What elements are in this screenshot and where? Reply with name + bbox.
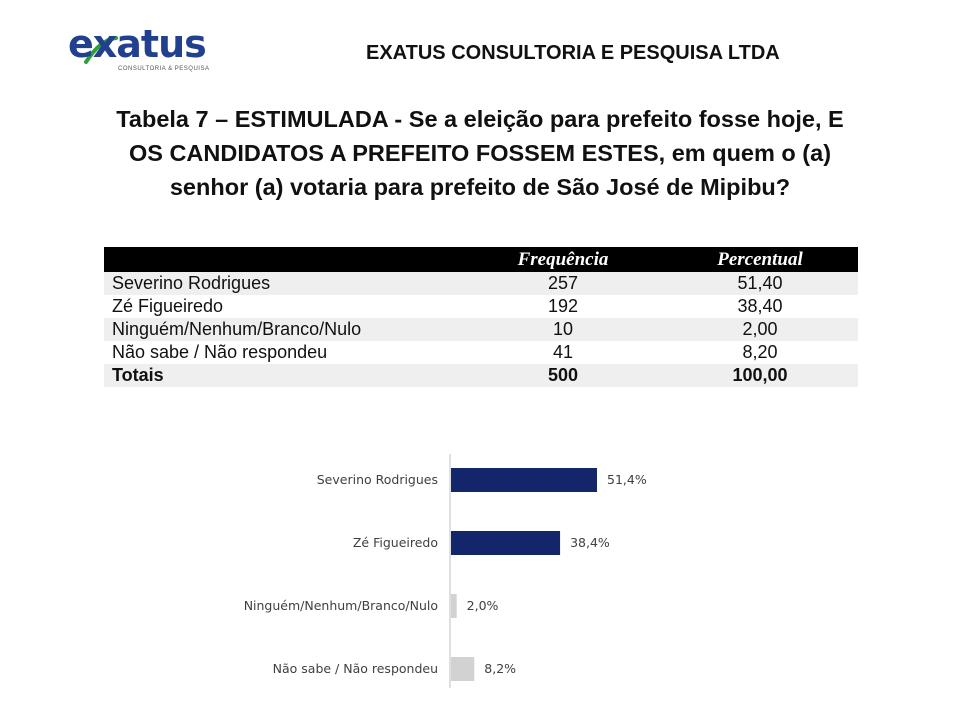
- category-label: Ninguém/Nenhum/Branco/Nulo: [244, 598, 438, 613]
- bar-chart: Severino Rodrigues 51,4% Zé Figueiredo 38,4…: [244, 454, 647, 688]
- company-name: EXATUS CONSULTORIA E PESQUISA LTDA: [366, 42, 780, 64]
- header-label-cell: [104, 247, 464, 272]
- table-total-row: Totais 500 100,00: [104, 364, 858, 387]
- row-label: Não sabe / Não respondeu: [112, 342, 328, 362]
- table-row: Zé Figueiredo 192 38,40: [104, 295, 858, 318]
- row-percentual: 8,20: [742, 342, 778, 362]
- category-label: Não sabe / Não respondeu: [273, 661, 438, 676]
- results-table: Frequência Percentual Severino Rodrigues…: [104, 247, 858, 387]
- row-label: Zé Figueiredo: [112, 296, 224, 316]
- row-frequency: 257: [464, 272, 662, 295]
- bar: [451, 468, 597, 492]
- table-row: Ninguém/Nenhum/Branco/Nulo 10 2,00: [104, 318, 858, 341]
- bar: [451, 657, 475, 681]
- row-frequency: 41: [552, 342, 574, 362]
- row-percentual: 38,40: [737, 296, 783, 316]
- table-row: Não sabe / Não respondeu 41 8,20: [104, 341, 858, 364]
- logo-subtext: CONSULTORIA & PESQUISA: [118, 66, 210, 72]
- row-label: Severino Rodrigues: [104, 272, 464, 295]
- category-label: Severino Rodrigues: [317, 472, 438, 487]
- row-percentual: 2,00: [662, 318, 858, 341]
- total-percentual: 100,00: [662, 364, 858, 387]
- row-label: Ninguém/Nenhum/Branco/Nulo: [104, 318, 464, 341]
- data-label: 38,4%: [570, 535, 610, 550]
- row-frequency: 10: [464, 318, 662, 341]
- data-label: 8,2%: [484, 661, 516, 676]
- data-label: 51,4%: [607, 472, 647, 487]
- table-title: Tabela 7 – ESTIMULADA - Se a eleição par…: [116, 106, 844, 200]
- logo-wordmark: exatus: [68, 22, 207, 66]
- total-frequency: 500: [464, 364, 662, 387]
- total-label: Totais: [104, 364, 464, 387]
- exatus-logo: exatus CONSULTORIA & PESQUISA: [66, 22, 226, 76]
- data-label: 2,0%: [467, 598, 499, 613]
- row-percentual: 51,40: [662, 272, 858, 295]
- category-label: Zé Figueiredo: [353, 535, 438, 550]
- logo-swoosh-icon: [84, 36, 118, 64]
- table-header-row: Frequência Percentual: [104, 247, 858, 272]
- bar: [451, 594, 457, 618]
- table-row: Severino Rodrigues 257 51,40: [104, 272, 858, 295]
- bar: [451, 531, 561, 555]
- header-frequency: Frequência: [464, 247, 662, 272]
- header-percentual: Percentual: [662, 247, 858, 272]
- row-frequency: 192: [547, 296, 579, 316]
